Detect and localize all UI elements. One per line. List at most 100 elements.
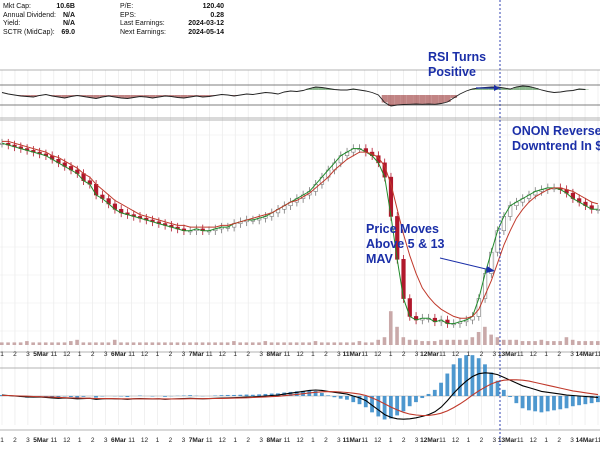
x-tick-label: 1 (467, 437, 471, 444)
stat-value: 2024-03-12 (188, 20, 224, 27)
rsi-fill-down (406, 95, 413, 105)
stat-value: 10.6B (56, 3, 75, 10)
volume-bar (401, 337, 406, 345)
rsi-fill-down (381, 95, 388, 103)
volume-bar (464, 339, 468, 345)
volume-bar (276, 342, 280, 345)
volume-bar (6, 342, 10, 345)
rsi-fill-down (93, 95, 100, 99)
macd-histogram-bar (420, 396, 425, 399)
key-stats-panel: Mkt Cap: 10.6B Annual Dividend: N/A Yiel… (0, 0, 600, 70)
x-tick-label: 2 (246, 351, 250, 358)
macd-histogram-bar (370, 396, 374, 413)
macd-histogram-bar (445, 373, 450, 396)
volume-bar (257, 342, 261, 345)
rsi-fill-down (118, 95, 125, 98)
volume-bar (232, 341, 236, 345)
volume-bar (483, 326, 487, 345)
rsi-fill-down (124, 95, 131, 99)
x-tick-label: 12 (452, 351, 460, 358)
rsi-fill-up (507, 89, 514, 90)
volume-bar (545, 341, 550, 345)
x-tick-label: 14Mar (576, 437, 595, 444)
macd-histogram-bar (257, 394, 262, 396)
x-tick-label: 2 (402, 437, 406, 444)
volume-bar (501, 339, 506, 345)
volume-bar (150, 342, 155, 345)
arrow-rsi-head (494, 85, 500, 91)
rsi-fill-up (500, 88, 508, 90)
macd-histogram-bar (539, 396, 544, 413)
stat-label: Annual Dividend: (3, 11, 56, 19)
x-tick-label: 11 (50, 351, 57, 358)
rsi-fill-up (582, 89, 589, 90)
rsi-fill-down (49, 95, 56, 96)
volume-bar (589, 341, 594, 345)
rsi-fill-down (400, 95, 407, 105)
stat-value: N/A (62, 20, 75, 27)
volume-bar (514, 339, 519, 345)
macd-histogram-bar (483, 364, 487, 396)
rsi-line (1, 85, 586, 107)
rsi-fill-up (482, 87, 489, 90)
volume-bar (131, 342, 136, 345)
x-tick-label: 3 (337, 437, 341, 444)
macd-histogram-bar (495, 380, 500, 396)
x-tick-label: 12 (296, 437, 304, 444)
volume-bar (451, 339, 456, 345)
macd-histogram-bar (533, 396, 538, 412)
x-tick-label: 13Mar (498, 437, 517, 444)
volume-bar (81, 342, 86, 345)
macd-histogram-bar (564, 396, 569, 409)
x-tick-label: 1 (389, 437, 393, 444)
x-tick-label: 1 (233, 437, 237, 444)
annotation-markers (439, 0, 501, 445)
volume-bar (526, 341, 531, 345)
x-tick-label: 11 (517, 351, 524, 358)
x-tick-label: 12 (141, 351, 149, 358)
volume-bars (0, 311, 600, 345)
volume-bar (583, 341, 588, 345)
volume-bar (0, 342, 4, 345)
x-tick-label: 3 (570, 437, 574, 444)
macd-histogram-bar (558, 396, 563, 410)
volume-bar (357, 341, 362, 345)
stat-value: 2024-05-14 (188, 28, 224, 36)
volume-bar (382, 337, 387, 345)
volume-bar (445, 339, 450, 345)
rsi-fill-down (450, 95, 457, 98)
rsi-fill-down (17, 95, 25, 96)
x-tick-label: 1 (156, 351, 160, 358)
macd-histogram-bar (125, 396, 130, 398)
macd-histogram-bar (382, 396, 387, 420)
stat-label: Yield: (3, 20, 21, 27)
macd-histogram-bar (269, 393, 274, 396)
x-tick-label: 3 (259, 437, 263, 444)
rsi-fill-up (318, 87, 326, 90)
macd-histogram-bar (263, 393, 268, 396)
volume-bar (533, 341, 537, 345)
x-tick-label: 8Mar (266, 351, 282, 358)
macd-histogram-bar (294, 391, 299, 396)
volume-bar (200, 342, 205, 345)
stat-value: N/A (62, 11, 75, 19)
x-tick-label: 3 (415, 437, 419, 444)
x-tick-label: 2 (13, 437, 17, 444)
x-tick-label: 12Mar (420, 437, 439, 444)
volume-bar (370, 342, 374, 345)
macd-histogram-bar (476, 358, 481, 396)
stat-label: Mkt Cap: (3, 3, 32, 10)
x-tick-label: 2 (91, 437, 95, 444)
x-tick-label: 1 (0, 351, 4, 358)
signal-line (2, 379, 599, 417)
rsi-fill-down (24, 95, 31, 97)
stat-label: Next Earnings: (120, 28, 166, 36)
macd-histogram-bar (451, 364, 456, 396)
macd-histogram-bar (288, 391, 293, 396)
x-tick-label: 11 (206, 351, 213, 358)
grid-lines (0, 70, 600, 425)
x-tick-label: 3 (26, 437, 30, 444)
rsi-fill-up (325, 88, 332, 90)
volume-bar (56, 342, 61, 345)
x-tick-label: 1 (0, 437, 4, 444)
